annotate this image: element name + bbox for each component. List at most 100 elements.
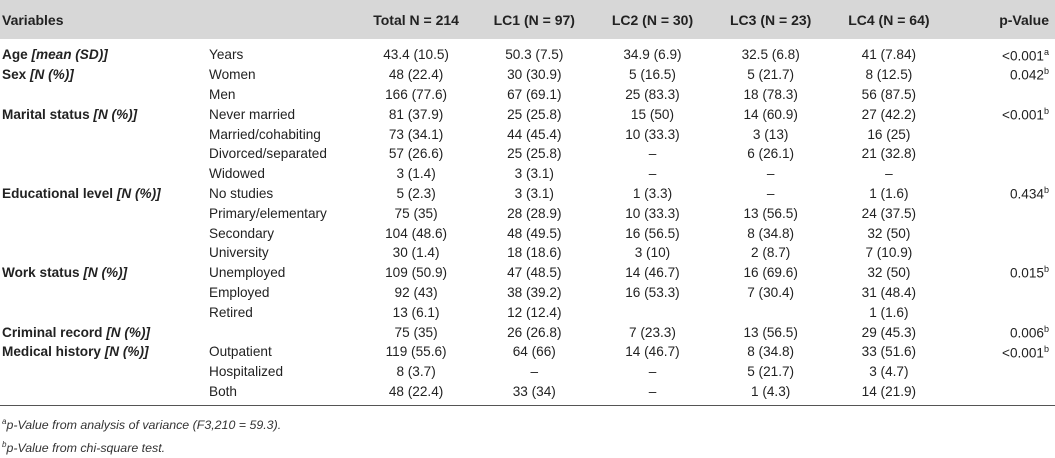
footnote-a-mark: a [2, 417, 7, 426]
cell-lc1: 25 (25.8) [507, 106, 562, 122]
pvalue-footnote-mark: b [1043, 185, 1049, 196]
cell-lc4: 41 (7.84) [861, 47, 917, 63]
cell-lc2: 10 (33.3) [625, 205, 680, 221]
cell-lc4: 27 (42.2) [861, 106, 917, 122]
cell-lc2: 25 (83.3) [625, 86, 680, 102]
cell-lc2: 10 (33.3) [625, 126, 680, 142]
row-subcategory: Secondary [209, 225, 274, 241]
cell-lc3: 8 (34.8) [747, 344, 795, 360]
pvalue-text: 0.042 [1009, 67, 1044, 83]
row-variable: Educational level [N (%)] [0, 184, 207, 204]
table-row: Criminal record [N (%)] 75 (35) 26 (26.8) 7… [0, 322, 1055, 342]
row-subcategory: Retired [209, 304, 253, 320]
cell-total: 3 (1.4) [396, 166, 436, 182]
footnote-a-text: p-Value from analysis of variance (F3,21… [6, 418, 282, 433]
cell-lc3: 32.5 (6.8) [741, 47, 800, 63]
row-subcategory: Both [207, 381, 356, 407]
row-subcategory: Married/cohabiting [209, 126, 321, 142]
variable-name: Work status [2, 265, 80, 281]
cell-total: 5 (2.3) [396, 185, 436, 201]
row-variable [0, 302, 207, 322]
cell-lc2: 7 (23.3) [629, 324, 676, 340]
table-row: Secondary 104 (48.6) 48 (49.5) 16 (56.5) 8 (… [0, 223, 1055, 243]
cell-lc4: 8 (12.5) [865, 67, 913, 83]
header-lc3: LC3 (N = 23) [730, 11, 812, 28]
table-row: Men 166 (77.6) 67 (69.1) 25 (83.3) 18 (78.3)… [0, 85, 1055, 105]
demographics-table: Variables Total N = 214 LC1 (N = 97) LC2… [0, 0, 1055, 407]
cell-lc3 [711, 302, 829, 322]
variable-unit: [N (%)] [93, 106, 138, 122]
cell-lc3: 16 (69.6) [743, 265, 798, 281]
cell-lc3: 13 (56.5) [743, 205, 798, 221]
cell-pvalue: 0.015b [947, 263, 1055, 283]
cell-lc2: 15 (50) [630, 106, 674, 122]
row-variable [0, 85, 207, 105]
cell-lc3: 13 (56.5) [743, 324, 798, 340]
header-lc1: LC1 (N = 97) [493, 11, 575, 28]
table-row: University 30 (1.4) 18 (18.6) 3 (10) 2 (8.7)… [0, 243, 1055, 263]
cell-lc2: 14 (46.7) [625, 265, 680, 281]
cell-lc1: 67 (69.1) [507, 86, 562, 102]
row-variable [0, 243, 207, 263]
cell-lc2: 14 (46.7) [625, 344, 680, 360]
cell-total: 166 (77.6) [385, 86, 448, 102]
cell-lc1: 18 (18.6) [507, 245, 562, 261]
cell-lc3: 5 (21.7) [747, 364, 795, 380]
cell-total: 81 (37.9) [388, 106, 444, 122]
cell-total: 75 (35) [394, 324, 438, 340]
footnote-b-text: p-Value from chi-square test. [6, 441, 166, 456]
row-variable: Marital status [N (%)] [0, 104, 207, 124]
cell-lc2: 16 (53.3) [625, 284, 680, 300]
cell-lc1: – [530, 364, 539, 380]
variable-name: Medical history [2, 344, 101, 360]
table-row: Sex [N (%)] Women 48 (22.4) 30 (30.9) 5 (16.… [0, 65, 1055, 85]
pvalue-footnote-mark: a [1043, 46, 1049, 57]
row-variable [0, 381, 207, 407]
row-variable: Medical history [N (%)] [0, 342, 207, 362]
cell-lc4: 29 (45.3) [861, 324, 917, 340]
cell-lc3: 7 (30.4) [747, 284, 795, 300]
pvalue-text: 0.434 [1009, 186, 1044, 202]
cell-lc3: 18 (78.3) [743, 86, 798, 102]
cell-pvalue [947, 362, 1055, 382]
cell-pvalue: 0.042b [947, 65, 1055, 85]
table-row: Both 48 (22.4) 33 (34) –1 (4.3) 14 (21.9) [0, 381, 1055, 407]
row-subcategory: No studies [209, 185, 274, 201]
cell-lc4: 7 (10.9) [865, 245, 913, 261]
variable-name: Educational level [2, 185, 114, 201]
table-row: Hospitalized 8 (3.7) – – 5 (21.7) 3 (4.7) [0, 362, 1055, 382]
table-row: Primary/elementary 75 (35) 28 (28.9) 10 (33… [0, 203, 1055, 223]
table-row: Age [mean (SD)] Years 43.4 (10.5) 50.3 (7.5… [0, 39, 1055, 65]
cell-total: 57 (26.6) [388, 146, 444, 162]
cell-lc2: 3 (10) [634, 245, 671, 261]
cell-pvalue: 0.006b [947, 322, 1055, 342]
cell-lc2: – [648, 364, 657, 380]
row-variable [0, 362, 207, 382]
cell-pvalue: <0.001b [947, 342, 1055, 362]
cell-total: 8 (3.7) [396, 364, 436, 380]
row-subcategory: Years [209, 47, 244, 63]
cell-lc4: 33 (51.6) [861, 344, 917, 360]
cell-lc1: 33 (34) [474, 381, 593, 407]
cell-lc4: 31 (48.4) [861, 284, 917, 300]
cell-lc4: 56 (87.5) [861, 86, 917, 102]
cell-lc3: 3 (13) [752, 126, 789, 142]
cell-lc2: – [592, 381, 711, 407]
pvalue-text: <0.001 [1002, 107, 1044, 123]
header-variables: Variables [2, 11, 64, 28]
cell-total: 43.4 (10.5) [383, 47, 449, 63]
row-variable: Sex [N (%)] [0, 65, 207, 85]
cell-lc2: 1 (3.3) [632, 185, 673, 201]
row-subcategory: Hospitalized [209, 364, 284, 380]
table-row: Married/cohabiting 73 (34.1) 44 (45.4) 10 (… [0, 124, 1055, 144]
variable-unit: [N (%)] [104, 344, 149, 360]
cell-lc1: 47 (48.5) [507, 265, 562, 281]
cell-lc2: – [648, 166, 657, 182]
cell-pvalue [947, 203, 1055, 223]
cell-pvalue: 0.434b [947, 184, 1055, 204]
pvalue-text: <0.001 [1002, 48, 1044, 64]
cell-total: 75 (35) [394, 205, 438, 221]
cell-lc4: 24 (37.5) [861, 205, 917, 221]
footnote-b: bp-Value from chi-square test. [2, 435, 281, 458]
row-variable: Criminal record [N (%)] [0, 322, 207, 342]
